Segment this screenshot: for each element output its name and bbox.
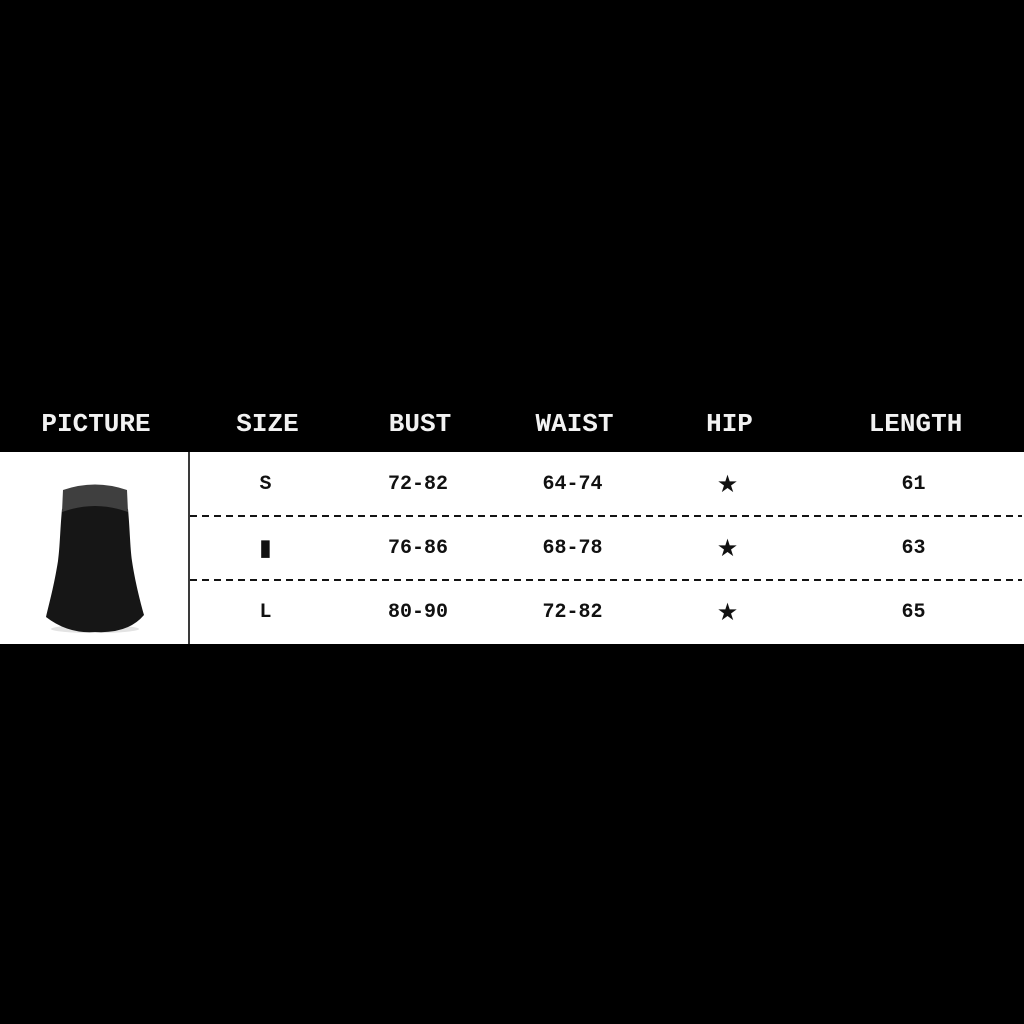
size-chart-body: S 72-82 64-74 ★ 61 ▮ 76-86 68-78 ★ 63 L … <box>0 452 1024 644</box>
length-cell: 63 <box>901 536 926 560</box>
header-length: LENGTH <box>868 409 963 439</box>
hip-star-icon: ★ <box>716 534 739 562</box>
size-cell: ▮ <box>259 534 272 561</box>
table-row-l: L 80-90 72-82 ★ 65 <box>190 580 1022 644</box>
waist-cell: 68-78 <box>542 536 603 560</box>
hip-star-icon: ★ <box>716 470 739 498</box>
size-cell: S <box>259 472 272 496</box>
waist-cell: 72-82 <box>542 600 603 624</box>
product-photo-cell <box>0 452 190 644</box>
header-picture: PICTURE <box>41 409 151 439</box>
bust-cell: 72-82 <box>387 472 448 496</box>
size-table-rows: S 72-82 64-74 ★ 61 ▮ 76-86 68-78 ★ 63 L … <box>190 452 1022 644</box>
size-chart: PICTURE SIZE BUST WAIST HIP LENGTH S 72-… <box>0 396 1024 644</box>
header-hip: HIP <box>706 409 753 439</box>
hip-star-icon: ★ <box>716 598 739 626</box>
waist-cell: 64-74 <box>542 472 603 496</box>
header-size: SIZE <box>236 409 299 439</box>
bust-cell: 80-90 <box>387 600 448 624</box>
table-row-s: S 72-82 64-74 ★ 61 <box>190 452 1022 517</box>
length-cell: 65 <box>901 600 926 624</box>
dress-image <box>46 484 144 633</box>
header-bust: BUST <box>388 409 452 439</box>
size-chart-header: PICTURE SIZE BUST WAIST HIP LENGTH <box>0 396 1024 452</box>
table-row-m: ▮ 76-86 68-78 ★ 63 <box>190 516 1022 581</box>
header-waist: WAIST <box>535 409 614 439</box>
size-cell: L <box>259 600 272 624</box>
length-cell: 61 <box>901 472 926 496</box>
bust-cell: 76-86 <box>387 536 448 560</box>
